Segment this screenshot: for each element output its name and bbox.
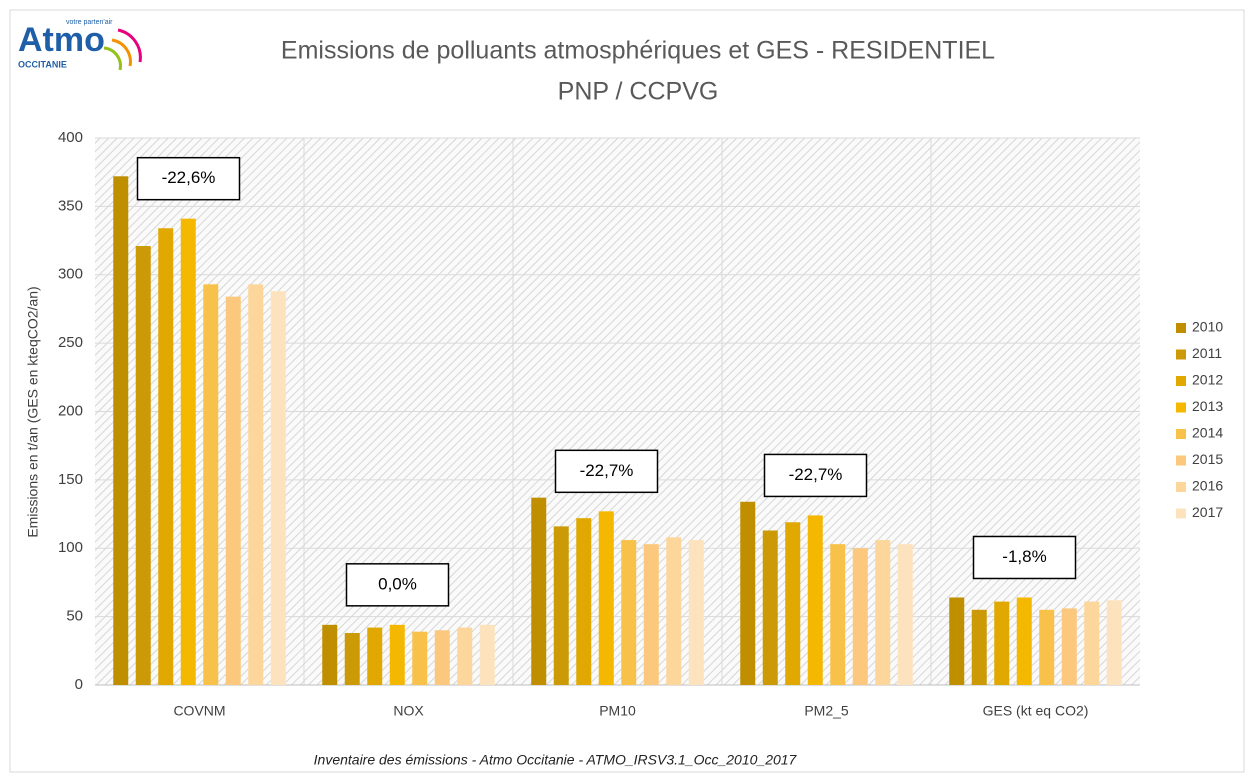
y-tick-label: 200 [58, 402, 83, 419]
legend-label: 2014 [1192, 425, 1223, 441]
bar [949, 597, 965, 685]
x-tick-label: PM10 [599, 703, 636, 719]
legend-label: 2015 [1192, 451, 1223, 467]
bar [412, 631, 428, 685]
legend-swatch [1176, 402, 1186, 413]
y-axis-label: Emissions en t/an (GES en kteqCO2/an) [25, 286, 41, 537]
y-tick-label: 50 [66, 608, 83, 625]
bar [270, 291, 286, 685]
y-tick-label: 0 [75, 676, 83, 693]
y-tick-label: 100 [58, 539, 83, 556]
x-tick-label: COVNM [173, 703, 225, 719]
annotation-box [136, 156, 241, 201]
annotation: -22,7% [580, 461, 634, 480]
bar [666, 537, 682, 685]
logo-tagline: votre parten'air [66, 19, 113, 26]
annotation: -1,8% [1002, 547, 1046, 566]
bar [135, 246, 151, 685]
bar [457, 627, 473, 685]
annotation: -22,6% [162, 168, 216, 187]
annotation-box [763, 453, 868, 498]
logo-arc [111, 38, 132, 67]
x-tick-label: NOX [393, 703, 424, 719]
legend-label: 2010 [1192, 319, 1223, 335]
annotation-box [554, 449, 659, 494]
annotation-box [972, 535, 1077, 580]
x-tick-label: GES (kt eq CO2) [983, 703, 1089, 719]
legend-label: 2012 [1192, 372, 1223, 388]
legend-label: 2013 [1192, 398, 1223, 414]
bar [322, 624, 338, 685]
annotation-box [345, 563, 450, 607]
logo: Atmo votre parten'air OCCITANIE [18, 19, 142, 71]
chart-subtitle: PNP / CCPVG [558, 78, 719, 106]
bar [621, 540, 637, 685]
legend-swatch [1176, 482, 1186, 492]
legend-label: 2016 [1192, 478, 1223, 494]
annotation: 0,0% [378, 574, 417, 593]
legend-swatch [1176, 376, 1186, 386]
bar [344, 633, 360, 685]
bar [113, 176, 129, 686]
bar [1106, 600, 1122, 685]
bar [367, 627, 383, 685]
bar [762, 530, 778, 685]
bar [158, 228, 174, 685]
logo-arc [117, 28, 142, 63]
bar [740, 501, 756, 685]
legend-swatch [1176, 323, 1186, 333]
bar [1084, 601, 1100, 685]
bar [852, 548, 868, 685]
y-tick-label: 250 [58, 334, 83, 351]
bar [180, 218, 196, 685]
bar [479, 624, 495, 685]
legend-label: 2017 [1192, 504, 1223, 520]
bar [576, 518, 592, 685]
bar [553, 526, 569, 685]
bar [203, 284, 219, 685]
legend-swatch [1176, 429, 1186, 439]
bar [1039, 609, 1055, 685]
y-tick-label: 300 [58, 266, 83, 283]
bar [830, 544, 846, 685]
legend-swatch [1176, 455, 1186, 466]
bar [994, 601, 1010, 685]
bar [225, 296, 241, 685]
x-tick-label: PM2_5 [804, 703, 849, 719]
y-tick-label: 400 [58, 129, 83, 146]
chart-title: Emissions de polluants atmosphériques et… [281, 37, 995, 65]
annotation: -22,7% [789, 465, 843, 484]
logo-arc [103, 46, 122, 71]
bar [1061, 608, 1077, 685]
bar [1016, 597, 1032, 685]
legend-label: 2011 [1192, 345, 1222, 361]
bar [897, 544, 913, 685]
bar [643, 544, 659, 685]
bar [971, 609, 987, 685]
y-tick-label: 350 [58, 197, 83, 214]
bar [434, 630, 450, 685]
bar [875, 540, 891, 685]
bar [531, 497, 547, 685]
source-note: Inventaire des émissions - Atmo Occitani… [314, 752, 798, 768]
y-tick-label: 150 [58, 471, 83, 488]
legend-swatch [1176, 508, 1186, 519]
bar [785, 522, 801, 685]
bar [598, 511, 614, 685]
logo-region: OCCITANIE [18, 59, 67, 69]
bar [389, 624, 405, 685]
logo-name: Atmo [18, 21, 105, 59]
bar [248, 284, 264, 685]
legend-swatch [1176, 349, 1186, 360]
bar [688, 540, 704, 685]
bar [807, 515, 823, 685]
